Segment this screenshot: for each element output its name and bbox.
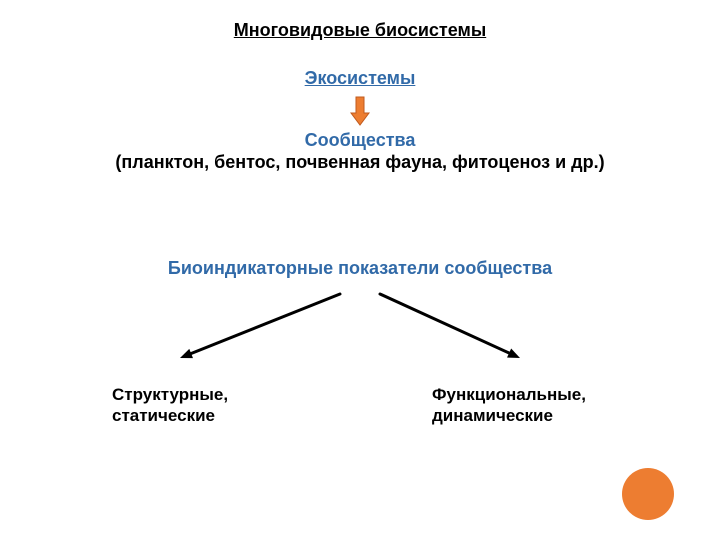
split-arrows [120,288,600,368]
communities-label: Сообщества [305,130,416,151]
down-arrow-icon [350,96,370,131]
down-arrow-svg [350,96,370,126]
down-arrow-shape [351,97,369,125]
arrow-left-line [191,294,340,354]
leaf-structural-line1: Структурные, [112,384,228,405]
section-bioindicators: Биоиндикаторные показатели сообщества [168,258,552,279]
arrow-right-line [380,294,509,353]
leaf-functional-line2: динамические [432,405,586,426]
communities-detail-text: (планктон, бентос, почвенная фауна, фито… [115,152,604,172]
leaf-functional: Функциональные, динамические [432,384,586,427]
page-title: Многовидовые биосистемы [234,20,486,41]
decorative-circle [622,468,674,520]
leaf-functional-line1: Функциональные, [432,384,586,405]
subtitle-text: Экосистемы [305,68,416,88]
communities-detail: (планктон, бентос, почвенная фауна, фито… [115,152,604,173]
page-title-text: Многовидовые биосистемы [234,20,486,40]
section-text: Биоиндикаторные показатели сообщества [168,258,552,278]
decorative-circle-icon [620,466,676,522]
leaf-structural: Структурные, статические [112,384,228,427]
leaf-structural-line2: статические [112,405,228,426]
communities-text: Сообщества [305,130,416,150]
subtitle-ecosystems: Экосистемы [305,68,416,89]
arrow-left-head [180,349,193,358]
